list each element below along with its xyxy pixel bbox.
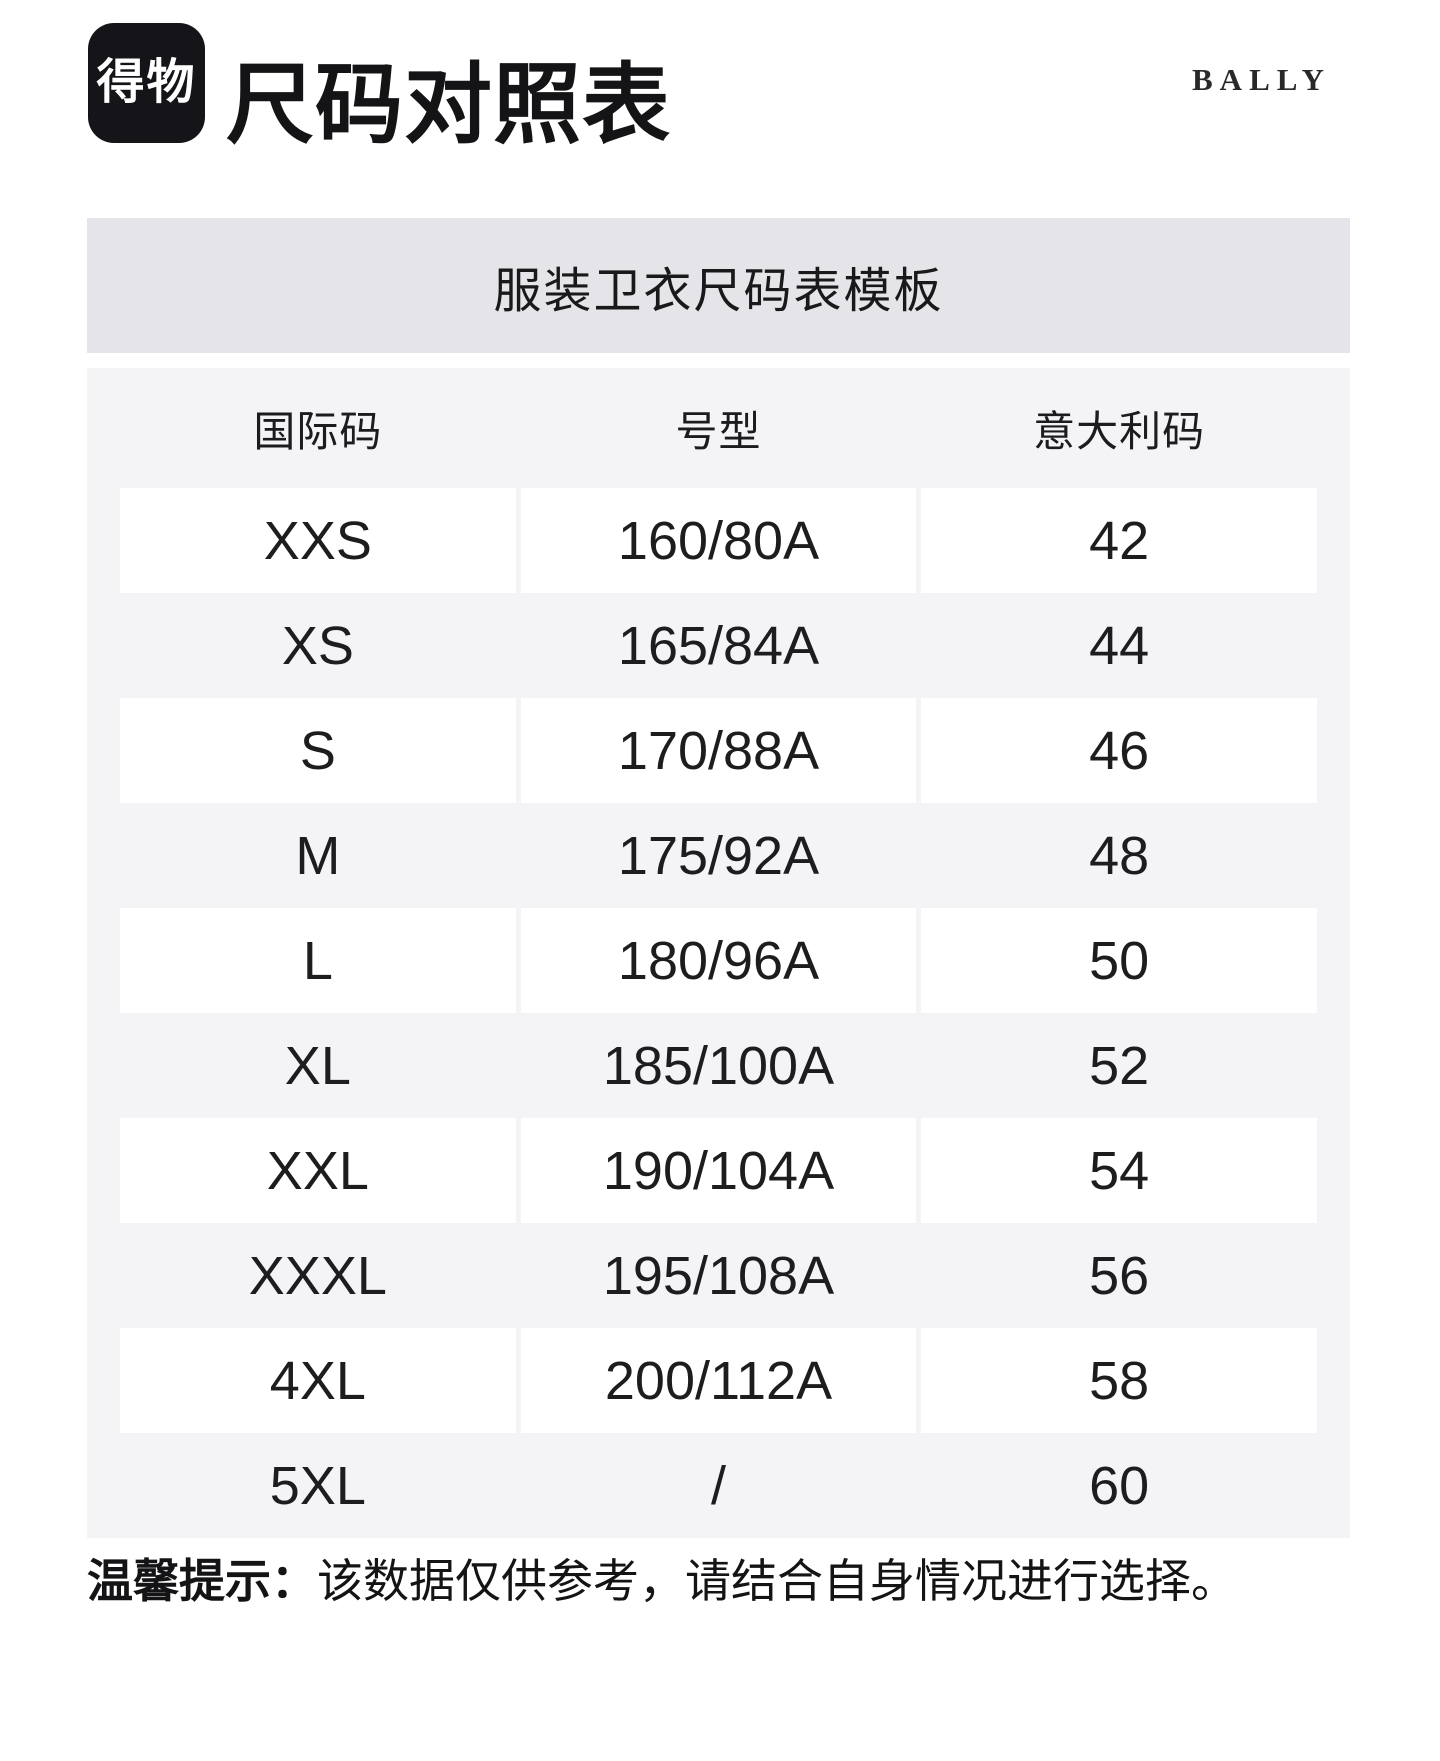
cell-international-size: XL: [284, 1035, 351, 1096]
cell-international-size: XS: [281, 615, 354, 676]
footer-tip-label: 温馨提示：: [87, 1555, 317, 1607]
cell-size-type: 170/88A: [520, 698, 917, 803]
dewu-logo-text: 得物: [96, 56, 197, 109]
table-row: XXXL 195/108A 56: [87, 1223, 1350, 1328]
cell-size-type: 190/104A: [520, 1118, 917, 1223]
cell-international-size: 4XL: [120, 1328, 516, 1433]
cell-size-type: /: [711, 1455, 727, 1516]
size-table: 国际码 号型 意大利码 XXS 160/80A 42 XS 165/84A 44 S 170/…: [87, 368, 1350, 1538]
cell-international-size: 5XL: [269, 1455, 366, 1516]
cell-size-type: 180/96A: [520, 908, 917, 1013]
cell-italian-size: 52: [1089, 1035, 1150, 1096]
table-row: XL 185/100A 52: [87, 1013, 1350, 1118]
table-row: L 180/96A 50: [87, 908, 1350, 1013]
table-row: S 170/88A 46: [87, 698, 1350, 803]
column-header-italian-size: 意大利码: [1033, 407, 1206, 455]
cell-italian-size: 42: [921, 488, 1318, 593]
size-table-body: XXS 160/80A 42 XS 165/84A 44 S 170/88A 46 M 175/92…: [87, 488, 1350, 1538]
dewu-logo: 得物: [88, 23, 205, 143]
table-title: 服装卫衣尺码表模板: [493, 264, 944, 318]
cell-italian-size: 54: [921, 1118, 1318, 1223]
cell-italian-size: 44: [1089, 615, 1150, 676]
cell-italian-size: 60: [1089, 1455, 1150, 1516]
cell-italian-size: 58: [921, 1328, 1318, 1433]
table-row: XXL 190/104A 54: [87, 1118, 1350, 1223]
cell-international-size: XXS: [120, 488, 516, 593]
cell-international-size: XXXL: [248, 1245, 387, 1306]
footer-tip: 温馨提示：该数据仅供参考，请结合自身情况进行选择。: [87, 1552, 1237, 1612]
page-title: 尺码对照表: [226, 55, 672, 154]
cell-italian-size: 46: [921, 698, 1318, 803]
table-row: 4XL 200/112A 58: [87, 1328, 1350, 1433]
cell-size-type: 165/84A: [617, 615, 820, 676]
size-table-header-row: 国际码 号型 意大利码: [87, 368, 1350, 488]
table-title-banner: 服装卫衣尺码表模板: [87, 218, 1350, 353]
cell-italian-size: 50: [921, 908, 1318, 1013]
cell-italian-size: 48: [1089, 825, 1150, 886]
cell-italian-size: 56: [1089, 1245, 1150, 1306]
table-row: XS 165/84A 44: [87, 593, 1350, 698]
cell-size-type: 175/92A: [617, 825, 820, 886]
cell-size-type: 200/112A: [520, 1328, 917, 1433]
cell-size-type: 185/100A: [602, 1035, 835, 1096]
footer-tip-text: 该数据仅供参考，请结合自身情况进行选择。: [317, 1555, 1237, 1607]
column-header-international-size: 国际码: [253, 407, 383, 455]
cell-size-type: 160/80A: [520, 488, 917, 593]
table-row: XXS 160/80A 42: [87, 488, 1350, 593]
cell-international-size: L: [120, 908, 516, 1013]
cell-international-size: S: [120, 698, 516, 803]
table-row: 5XL / 60: [87, 1433, 1350, 1538]
column-header-size-type: 号型: [675, 407, 762, 455]
bally-brand-logo: BALLY: [1192, 62, 1331, 97]
cell-international-size: M: [295, 825, 341, 886]
cell-international-size: XXL: [120, 1118, 516, 1223]
table-row: M 175/92A 48: [87, 803, 1350, 908]
cell-size-type: 195/108A: [602, 1245, 835, 1306]
